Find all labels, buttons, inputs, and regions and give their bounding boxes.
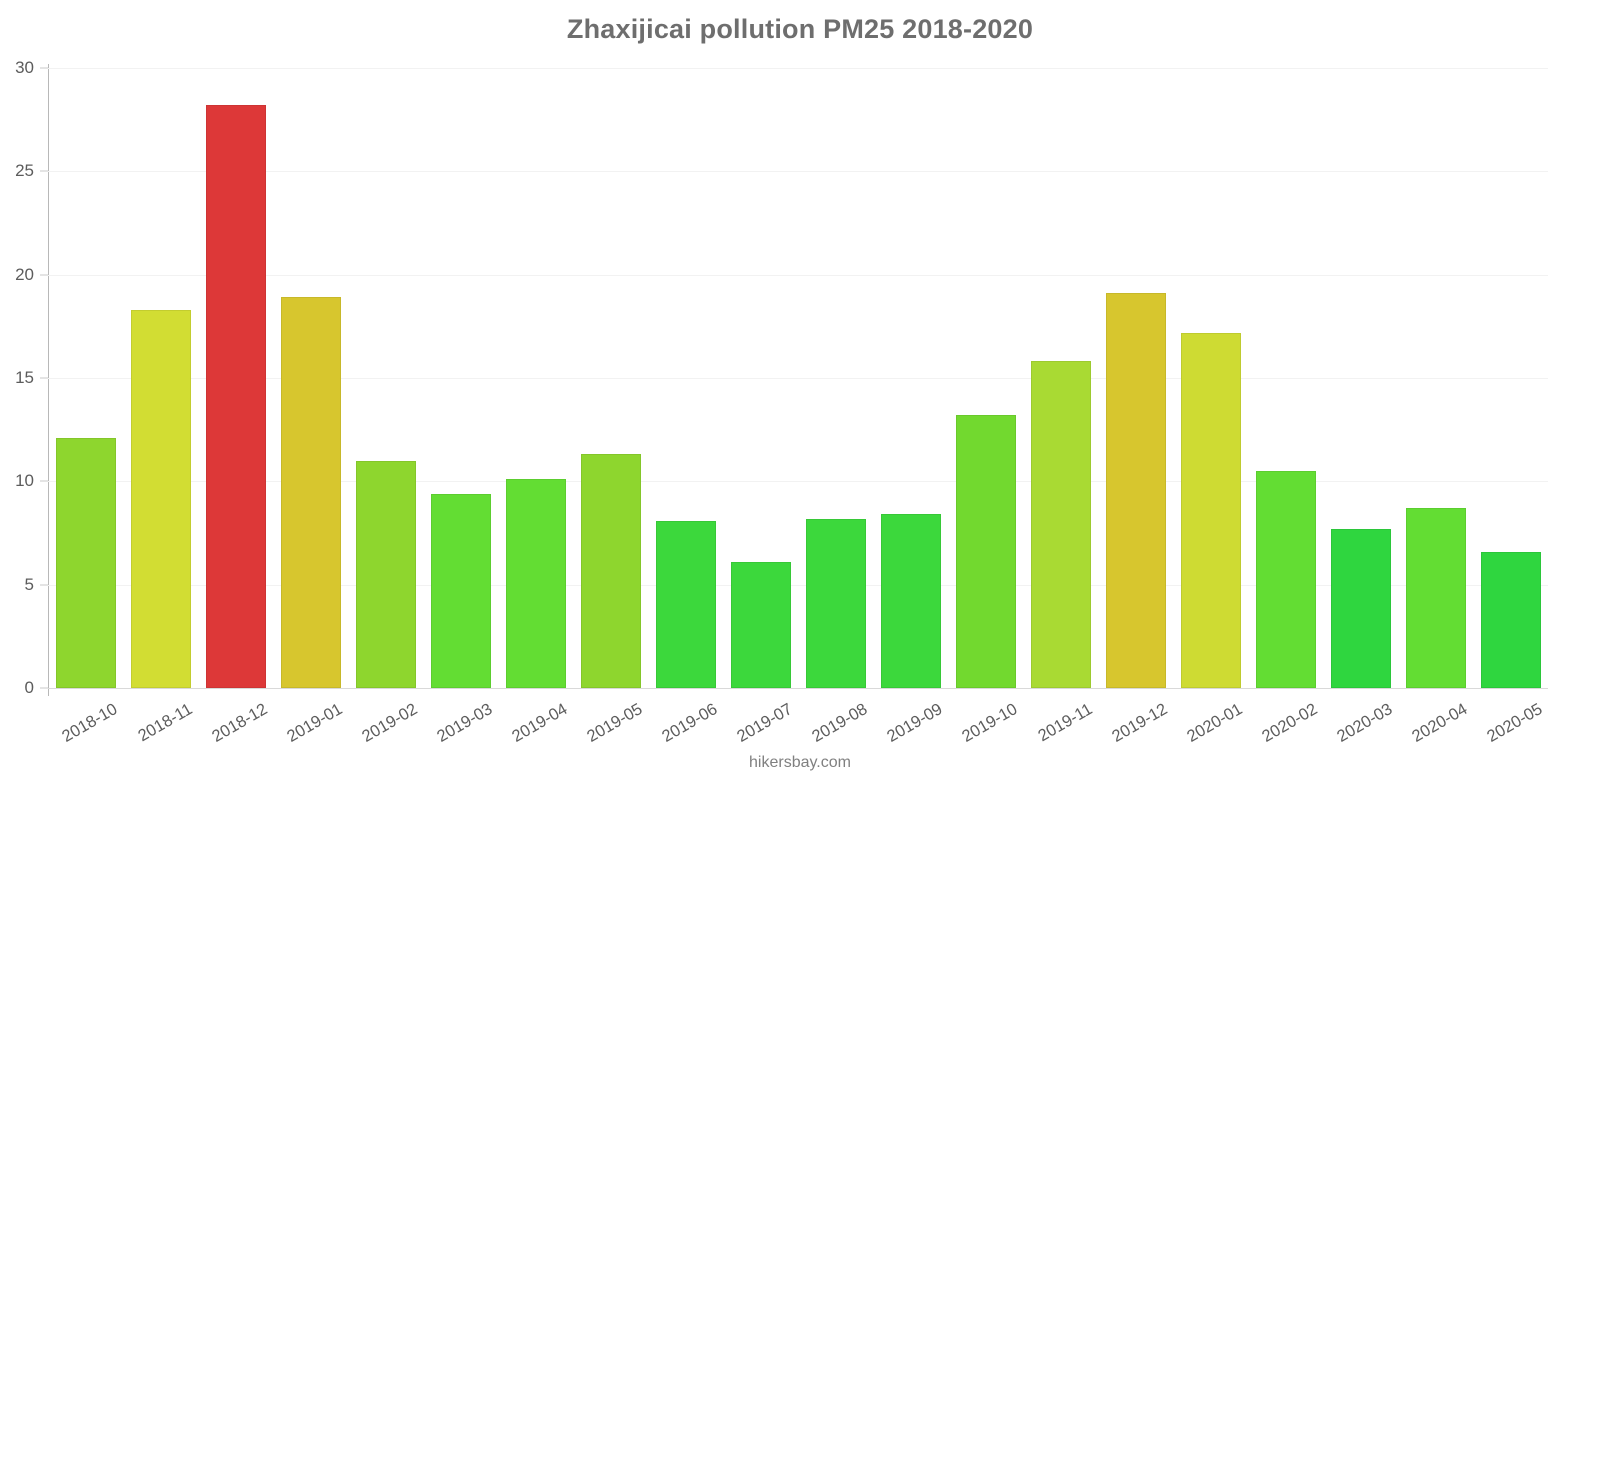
bar-2020-03[interactable] <box>1330 528 1391 688</box>
bar-2020-01[interactable] <box>1180 332 1241 688</box>
bar-2019-10[interactable] <box>955 415 1016 688</box>
bar-2019-02[interactable] <box>355 460 416 688</box>
y-tick-mark <box>40 584 49 586</box>
bar-2019-01[interactable] <box>280 297 341 688</box>
plot-area <box>48 68 1548 689</box>
bar-2018-10[interactable] <box>55 437 116 688</box>
bar-series <box>48 68 1548 688</box>
bar-2019-06[interactable] <box>655 520 716 688</box>
bar-2020-04[interactable] <box>1405 508 1466 688</box>
y-tick-mark <box>40 170 49 172</box>
y-tick-label: 30 <box>15 58 34 77</box>
bar-2020-05[interactable] <box>1480 551 1541 688</box>
bar-2019-08[interactable] <box>805 518 866 688</box>
bar-2019-04[interactable] <box>505 479 566 688</box>
y-tick-mark <box>40 377 49 379</box>
chart-title: Zhaxijicai pollution PM25 2018-2020 <box>566 14 1034 44</box>
gridline-0 <box>48 688 1548 689</box>
y-axis-line <box>48 64 49 696</box>
y-axis-labels: 0 5 10 15 20 25 30 <box>0 0 49 800</box>
bar-2018-12[interactable] <box>205 105 266 688</box>
x-tick-label-2018-11: 2018-11 <box>135 700 196 746</box>
y-tick-mark <box>40 480 49 482</box>
bar-2019-12[interactable] <box>1105 293 1166 688</box>
bar-2020-02[interactable] <box>1255 471 1316 688</box>
bar-2019-11[interactable] <box>1030 361 1091 688</box>
y-tick-mark <box>40 274 49 276</box>
bar-2018-11[interactable] <box>130 309 191 688</box>
bar-2019-07[interactable] <box>730 561 791 688</box>
y-tick-mark <box>40 67 49 69</box>
y-tick-mark <box>40 687 49 689</box>
bar-2019-05[interactable] <box>580 454 641 688</box>
y-tick-label: 15 <box>15 368 34 387</box>
x-tick-label-2018-10: 2018-10 <box>59 700 121 746</box>
bar-2019-09[interactable] <box>880 514 941 688</box>
chart-container: Zhaxijicai pollution PM25 2018-2020 0 5 10… <box>0 0 1548 800</box>
y-tick-label: 25 <box>15 161 34 181</box>
y-tick-label: 5 <box>24 574 34 594</box>
y-tick-label: 10 <box>15 471 34 491</box>
bar-2019-03[interactable] <box>430 493 491 688</box>
y-tick-label: 20 <box>15 264 34 284</box>
source-credit: hikersbay.com <box>749 754 851 771</box>
y-tick-label: 0 <box>24 678 34 697</box>
